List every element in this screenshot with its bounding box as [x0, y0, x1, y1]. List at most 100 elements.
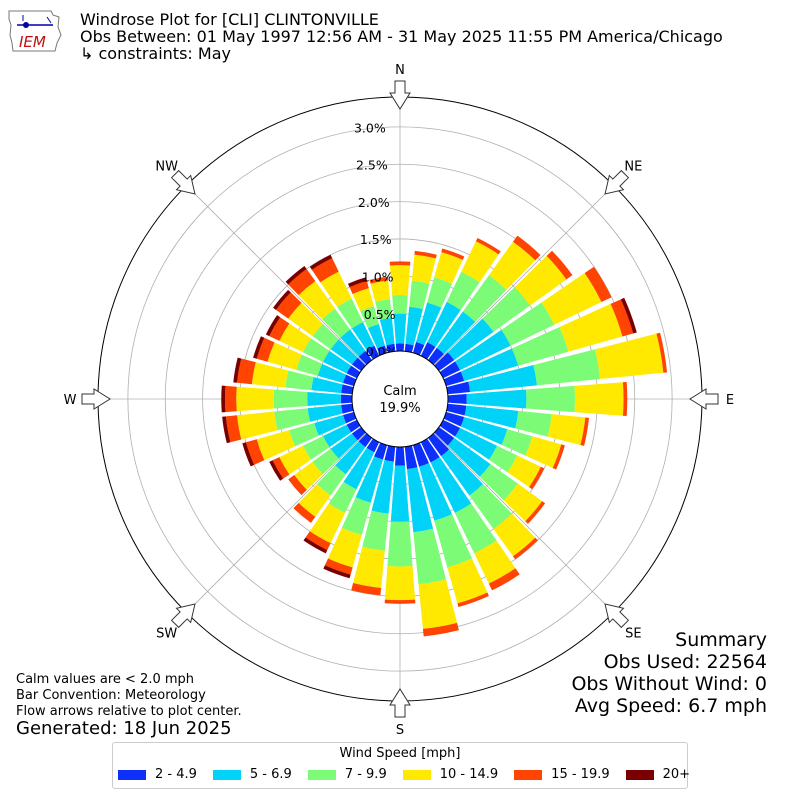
bar-segment — [552, 444, 565, 470]
calm-label: Calm — [383, 384, 416, 399]
bar-segment — [507, 455, 541, 488]
bar-segment — [503, 483, 543, 522]
calm-center: Calm 19.9% — [351, 350, 449, 448]
title-line-1: Windrose Plot for [CLI] CLINTONVILLE — [80, 10, 379, 29]
bar-segment — [369, 276, 389, 284]
bar-segment — [253, 336, 265, 359]
bar-segment — [489, 445, 518, 473]
grid-spoke — [433, 185, 614, 366]
direction-bar — [293, 433, 372, 523]
bar-segment — [411, 254, 436, 284]
legend-swatch — [514, 769, 543, 780]
summary-heading: Summary — [675, 629, 767, 651]
bar-segment — [559, 303, 623, 352]
bar-convention-note: Bar Convention: Meteorology — [16, 688, 206, 703]
bar-segment — [256, 337, 275, 362]
bar-segment — [389, 261, 411, 266]
bar-segment — [420, 438, 440, 463]
direction-bar — [273, 289, 366, 371]
legend-entry: 7 - 9.9 — [307, 767, 387, 782]
bar-segment — [439, 361, 461, 379]
bar-segment — [389, 265, 411, 296]
bar-segment — [317, 363, 347, 383]
flow-arrow-icon — [604, 169, 630, 195]
bar-segment — [428, 433, 450, 457]
direction-label: NW — [155, 160, 178, 175]
bar-segment — [305, 531, 331, 550]
bar-segment — [341, 497, 371, 536]
bar-segment — [447, 318, 494, 361]
bar-segment — [474, 540, 516, 584]
direction-bar — [384, 446, 416, 604]
bar-segment — [355, 456, 383, 503]
direction-label: N — [395, 63, 405, 78]
bar-segment — [436, 311, 476, 354]
legend-title: Wind Speed [mph] — [339, 746, 461, 761]
direction-bar — [420, 237, 501, 360]
bar-segment — [390, 465, 410, 522]
flow-arrow-icon — [389, 80, 411, 110]
legend-swatch — [402, 769, 431, 780]
bar-segment — [412, 342, 425, 356]
direction-bar — [412, 248, 465, 356]
summary-box: Summary Obs Used: 22564 Obs Without Wind… — [571, 629, 767, 717]
bar-segment — [279, 445, 311, 475]
bar-segment — [337, 298, 363, 329]
bar-segment — [358, 350, 372, 365]
bar-segment — [384, 599, 416, 604]
direction-bar — [222, 403, 354, 444]
bar-segment — [346, 419, 361, 433]
bar-segment — [224, 385, 237, 413]
grid-spoke — [186, 185, 367, 366]
legend-label: 5 - 6.9 — [249, 767, 292, 782]
bar-segment — [526, 385, 575, 413]
bar-segment — [392, 294, 408, 314]
flow-arrow-icon — [81, 388, 111, 410]
direction-bar — [233, 357, 354, 395]
bar-segment — [375, 299, 392, 320]
bar-segment — [434, 352, 455, 371]
bar-segment — [422, 622, 459, 637]
bar-segment — [620, 297, 637, 334]
bar-segment — [351, 427, 366, 441]
legend-swatch — [212, 769, 241, 780]
radial-tick-label: 1.5% — [360, 232, 392, 247]
bar-segment — [513, 537, 538, 560]
bar-segment — [322, 308, 351, 338]
bar-segment — [462, 275, 507, 322]
bar-segment — [269, 317, 290, 341]
calm-circle — [351, 350, 449, 448]
bar-segment — [412, 442, 429, 467]
bar-segment — [358, 433, 372, 448]
bar-segment — [515, 410, 552, 437]
bar-segment — [309, 254, 333, 270]
bar-segment — [366, 438, 380, 453]
bar-segment — [447, 437, 491, 477]
bar-segment — [574, 382, 624, 416]
bar-segment — [307, 404, 343, 422]
bar-segment — [233, 357, 242, 383]
bar-segment — [285, 265, 307, 285]
bar-segment — [529, 466, 545, 490]
bar-segment — [393, 313, 407, 344]
bar-segment — [312, 448, 339, 475]
direction-bar — [428, 235, 541, 365]
grid-spoke — [433, 432, 614, 613]
bar-segment — [272, 457, 290, 479]
windrose-bars — [221, 235, 668, 637]
direction-bar — [420, 438, 520, 591]
bar-segment — [547, 414, 586, 445]
legend-label: 10 - 14.9 — [439, 767, 499, 782]
bar-segment — [353, 546, 385, 589]
direction-bar — [439, 419, 545, 490]
bar-segment — [434, 252, 463, 284]
bar-segment — [455, 427, 498, 460]
bar-segment — [285, 370, 314, 391]
bar-segment — [346, 365, 361, 379]
bar-segment — [501, 429, 533, 456]
bar-segment — [371, 459, 394, 514]
direction-bar — [412, 442, 489, 608]
bar-segment — [289, 423, 319, 447]
direction-bar — [434, 427, 546, 524]
flow-arrow-icon — [389, 688, 411, 718]
